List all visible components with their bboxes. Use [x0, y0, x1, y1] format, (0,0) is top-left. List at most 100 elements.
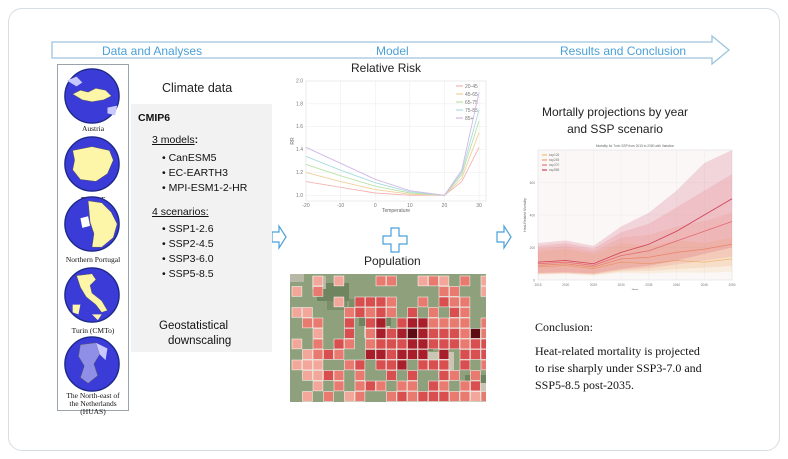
population-cell [386, 307, 397, 318]
population-cell [323, 370, 334, 381]
y-tick-label: 1.2 [296, 170, 303, 176]
series-line-75-85 [305, 109, 480, 196]
x-tick-label: 2040 [673, 283, 680, 287]
population-cell [438, 296, 450, 308]
population-cell [344, 328, 355, 339]
x-tick-label: 0 [374, 203, 377, 209]
italy-map-icon [64, 267, 120, 323]
population-cell [428, 317, 439, 329]
legend-label-75-85: 75-85 [465, 108, 478, 114]
y-tick-label: 1.4 [296, 147, 303, 153]
population-cell [365, 338, 376, 350]
series-line-ssp245 [537, 243, 733, 268]
results-title: Mortally projections by year and SSP sce… [541, 105, 689, 136]
population-cell [459, 296, 471, 308]
population-cell [333, 296, 345, 308]
population-cell [386, 296, 397, 308]
population-cell [480, 359, 486, 371]
y-tick-label: 1.6 [296, 124, 303, 130]
population-cell [333, 380, 345, 392]
legend-label-85+: 85+ [465, 116, 474, 122]
population-cell [428, 359, 439, 371]
population-cell [417, 275, 429, 287]
series-line-ssp585 [537, 198, 733, 265]
population-cell [344, 317, 355, 329]
population-cell [333, 338, 345, 350]
population-cell [396, 391, 408, 402]
region-label-portugal: Northern Portugal [65, 255, 121, 264]
series-line-65-75 [305, 120, 480, 196]
population-cell [480, 286, 486, 297]
population-cell [312, 359, 324, 371]
regions-panel: Austria EURAF Northern Portugal Turin (C… [57, 64, 129, 416]
chart-title: Mortality for Turin SSP from 2015 to 205… [596, 144, 675, 148]
legend-label-ssp370: ssp370 [549, 163, 560, 167]
population-cell [386, 328, 397, 339]
relative-risk-chart: -20 -10 0 10 20 30 1.0 1.2 1.4 1.6 1.8 2.0 Temperatu… [290, 79, 487, 214]
x-axis-label: Temperature [382, 208, 410, 214]
region-label-netherlands-1: The North-east of [66, 391, 120, 400]
legend-label-65-75: 65-75 [465, 100, 478, 106]
population-cell [407, 370, 418, 381]
population-cell [354, 370, 366, 381]
population-cell [365, 380, 376, 392]
population-cell [438, 349, 450, 360]
transition-arrow-2 [496, 223, 512, 251]
population-cell [375, 380, 387, 392]
population-cell [459, 275, 471, 287]
model-item-2: • EC-EARTH3 [162, 167, 228, 179]
legend-label-ssp585: ssp585 [549, 168, 560, 172]
population-cell [291, 307, 303, 318]
population-cell [312, 328, 324, 339]
population-cell [323, 349, 334, 360]
population-cell [449, 307, 460, 318]
population-cell [386, 370, 397, 381]
population-cell [438, 328, 450, 339]
population-cell [449, 391, 460, 402]
plus-icon [382, 227, 408, 253]
population-cell [417, 328, 429, 339]
x-tick-label: 2020 [562, 283, 569, 287]
y-axis-label: RR [290, 137, 296, 145]
population-cell [291, 338, 303, 350]
population-cell [396, 359, 408, 371]
conclusion-heading: Conclusion: [535, 320, 594, 334]
x-tick-label: 2025 [590, 283, 597, 287]
cmip6-label: CMIP6 [138, 112, 171, 124]
x-tick-label: 2030 [618, 283, 625, 287]
population-cell [396, 317, 408, 329]
series-band-ssp585 [538, 150, 732, 274]
population-cell [438, 391, 450, 402]
mortality-projection-chart: 2015 2020 2025 2030 2035 2040 2045 2050 0 200 400 6… [523, 144, 736, 290]
stage-label-model: Model [376, 44, 409, 58]
population-cell [344, 391, 355, 402]
population-cell [480, 317, 486, 329]
model-item-1: • CanESM5 [162, 152, 217, 164]
population-cell [333, 370, 345, 381]
plot-area [305, 80, 487, 202]
population-cell [470, 328, 481, 339]
stage-label-results: Results and Conclusion [560, 44, 687, 58]
netherlands-map-icon [64, 336, 120, 392]
population-cell [459, 380, 471, 392]
population-cell [312, 317, 324, 329]
population-cell [428, 307, 439, 318]
region-label-netherlands-2: the Netherlands (HUAS) [69, 399, 117, 416]
population-cell [365, 307, 376, 318]
population-cell [417, 359, 429, 371]
population-cell [438, 359, 450, 371]
population-cell [438, 286, 450, 297]
series-line-20-45 [305, 147, 480, 196]
region-label-turin: Turin (CMTo) [71, 326, 115, 335]
population-cell [386, 391, 397, 402]
conclusion-line-3: SSP5-8.5 post-2035. [535, 378, 635, 392]
x-tick-label: 2045 [701, 283, 708, 287]
population-cell [354, 296, 366, 308]
diagram-frame [8, 8, 780, 451]
population-cell [438, 317, 450, 329]
population-cell [312, 275, 324, 287]
iberia-map-icon [64, 136, 120, 192]
legend-label-20-45: 20-45 [465, 84, 478, 90]
population-cell [417, 317, 429, 329]
population-cell [449, 317, 460, 329]
